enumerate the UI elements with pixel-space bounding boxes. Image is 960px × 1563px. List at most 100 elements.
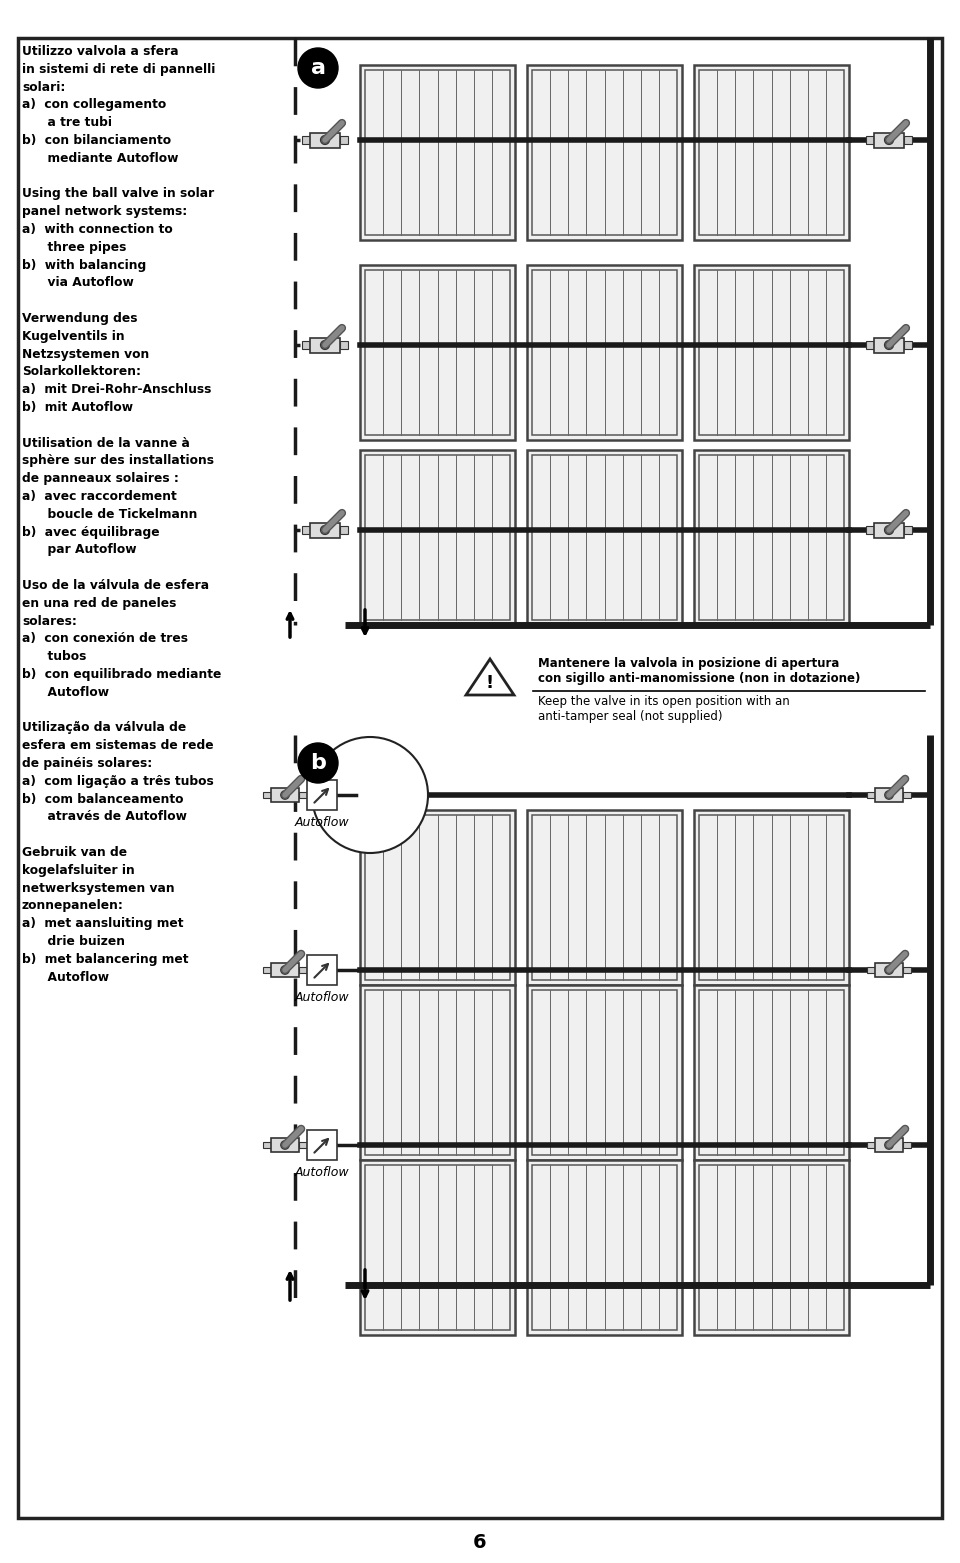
Text: Using the ball valve in solar: Using the ball valve in solar [22, 188, 214, 200]
Bar [867, 1141, 876, 1149]
Bar [699, 814, 844, 980]
Bar [694, 450, 849, 625]
Text: b)  com balanceamento: b) com balanceamento [22, 792, 183, 805]
Bar [875, 1138, 903, 1152]
Bar [271, 788, 300, 802]
Bar [699, 989, 844, 1155]
Text: mediante Autoflow: mediante Autoflow [22, 152, 179, 164]
Circle shape [884, 341, 894, 350]
Bar [365, 270, 510, 435]
Text: panel network systems:: panel network systems: [22, 205, 187, 219]
Bar [360, 810, 515, 985]
Bar [360, 985, 515, 1160]
Bar [527, 450, 682, 625]
Bar [874, 133, 904, 147]
Bar [903, 136, 912, 144]
Text: Mantenere la valvola in posizione di apertura: Mantenere la valvola in posizione di ape… [538, 656, 839, 671]
Text: b: b [310, 753, 326, 774]
Text: Autoflow: Autoflow [295, 816, 349, 828]
Bar [532, 989, 677, 1155]
Bar [874, 338, 904, 353]
Bar [867, 791, 876, 799]
Bar [340, 527, 348, 533]
Circle shape [298, 48, 338, 88]
Text: solari:: solari: [22, 81, 65, 94]
Bar [527, 1160, 682, 1335]
Text: Utilizzo valvola a sfera: Utilizzo valvola a sfera [22, 45, 179, 58]
Text: a)  met aansluiting met: a) met aansluiting met [22, 917, 183, 930]
Text: tubos: tubos [22, 650, 86, 663]
Bar [307, 780, 337, 810]
Text: kogelafsluiter in: kogelafsluiter in [22, 864, 134, 877]
Bar [307, 955, 337, 985]
Text: Autoflow: Autoflow [295, 1166, 349, 1179]
Bar [527, 985, 682, 1160]
Bar [902, 791, 911, 799]
Bar [866, 527, 875, 533]
Circle shape [884, 525, 894, 535]
Bar [699, 1164, 844, 1330]
Bar [299, 966, 307, 974]
Text: a)  con conexión de tres: a) con conexión de tres [22, 633, 188, 646]
Bar [694, 1160, 849, 1335]
Text: sphère sur des installations: sphère sur des installations [22, 455, 214, 467]
Circle shape [281, 966, 289, 974]
Bar [527, 810, 682, 985]
Bar [875, 788, 903, 802]
Bar [532, 455, 677, 621]
Bar [532, 70, 677, 234]
Bar [365, 814, 510, 980]
Text: Utilização da válvula de: Utilização da válvula de [22, 722, 186, 735]
Circle shape [312, 738, 428, 853]
Bar [365, 1164, 510, 1330]
Text: three pipes: three pipes [22, 241, 127, 253]
Text: Kugelventils in: Kugelventils in [22, 330, 125, 342]
Bar [307, 1130, 337, 1160]
Text: a)  mit Drei-Rohr-Anschluss: a) mit Drei-Rohr-Anschluss [22, 383, 211, 395]
Text: b)  con bilanciamento: b) con bilanciamento [22, 134, 171, 147]
Circle shape [885, 1141, 893, 1149]
Bar [532, 814, 677, 980]
Text: a)  con collegamento: a) con collegamento [22, 98, 166, 111]
Bar [699, 270, 844, 435]
Bar [532, 1164, 677, 1330]
Bar [365, 455, 510, 621]
Text: netwerksystemen van: netwerksystemen van [22, 882, 175, 894]
Text: anti-tamper seal (not supplied): anti-tamper seal (not supplied) [538, 710, 723, 724]
Bar [360, 1160, 515, 1335]
Bar [340, 136, 348, 144]
Bar [874, 522, 904, 538]
Text: b)  met balancering met: b) met balancering met [22, 953, 188, 966]
Bar [867, 966, 876, 974]
Text: Solarkollektoren:: Solarkollektoren: [22, 366, 141, 378]
Text: Verwendung des: Verwendung des [22, 313, 137, 325]
Circle shape [885, 791, 893, 799]
Bar [902, 1141, 911, 1149]
Text: a)  avec raccordement: a) avec raccordement [22, 489, 177, 503]
Bar [360, 450, 515, 625]
Text: solares:: solares: [22, 614, 77, 628]
Text: zonnepanelen:: zonnepanelen: [22, 899, 124, 913]
Bar [310, 522, 340, 538]
Circle shape [298, 742, 338, 783]
Text: Autoflow: Autoflow [22, 686, 109, 699]
Bar [360, 66, 515, 241]
Bar [299, 791, 307, 799]
Text: Autoflow: Autoflow [22, 971, 109, 983]
Text: através de Autoflow: através de Autoflow [22, 810, 187, 824]
Text: Utilisation de la vanne à: Utilisation de la vanne à [22, 436, 190, 450]
Bar [340, 341, 348, 349]
Text: b)  with balancing: b) with balancing [22, 258, 146, 272]
Bar [532, 270, 677, 435]
Text: Gebruik van de: Gebruik van de [22, 846, 127, 860]
Circle shape [884, 136, 894, 144]
Bar [263, 791, 271, 799]
Bar [699, 455, 844, 621]
Bar [365, 989, 510, 1155]
Text: Keep the valve in its open position with an: Keep the valve in its open position with… [538, 696, 790, 708]
Text: esfera em sistemas de rede: esfera em sistemas de rede [22, 739, 214, 752]
Bar [271, 1138, 300, 1152]
Text: b)  mit Autoflow: b) mit Autoflow [22, 402, 133, 414]
Circle shape [281, 1141, 289, 1149]
Bar [263, 966, 271, 974]
